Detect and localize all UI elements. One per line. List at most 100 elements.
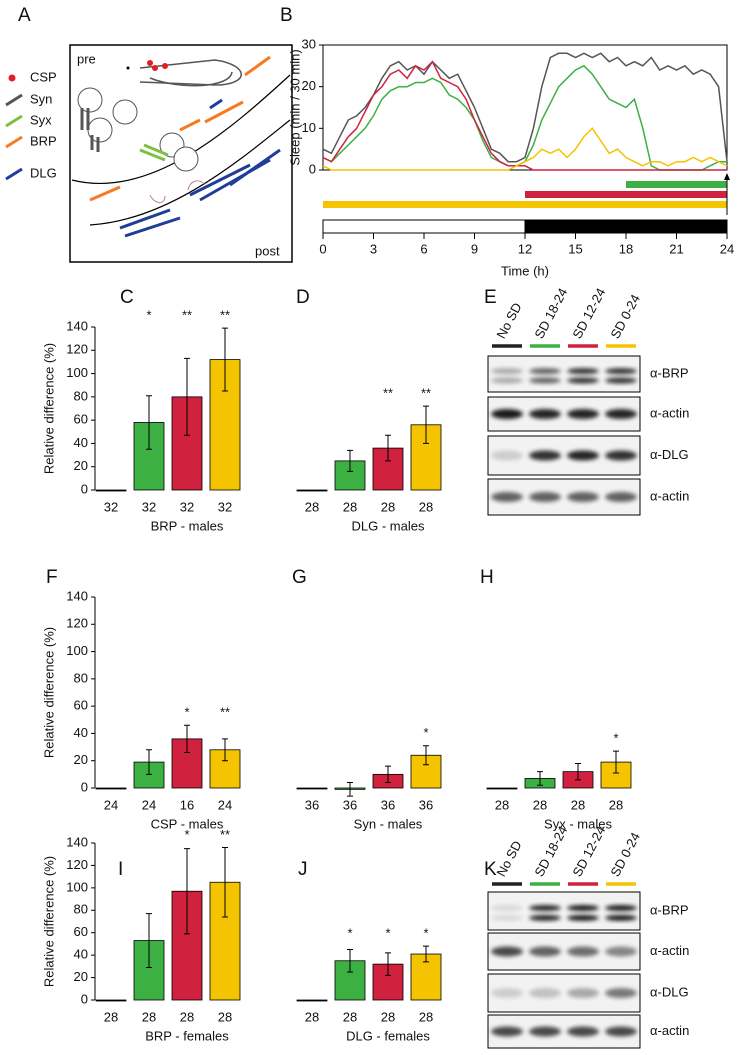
blot-band [529,914,561,921]
bar [95,489,127,492]
panel-letter: B [280,5,293,26]
blot-band [491,904,523,911]
x-tick-label: 15 [568,241,582,256]
blot-band [605,946,637,957]
blot-band [567,988,599,998]
blot-band [567,914,599,921]
dlg [119,98,281,238]
blot-band [491,1026,523,1037]
blot-band [567,409,599,419]
blot-band [567,368,599,375]
blot-strip [487,355,641,393]
bar [296,999,328,1002]
blot-band [567,946,599,957]
error-bar [347,782,353,797]
y-tick-label: 80 [74,388,88,403]
x-axis-label: Time (h) [501,263,549,278]
sample-size: 24 [142,797,156,812]
significance: * [347,926,352,941]
y-axis-label: Relative difference (%) [41,343,56,474]
y-tick-label: 60 [74,698,88,713]
y-tick-label: 0 [81,779,88,794]
membrane [89,119,291,226]
error-bar [423,745,429,766]
error-bar [385,765,391,784]
y-tick-label: 20 [302,78,316,93]
panel-letter: F [46,567,58,588]
row-label: α-actin [650,943,689,958]
y-tick-label: 120 [66,616,88,631]
sample-size: 28 [419,499,433,514]
x-axis-label: BRP - females [145,1028,229,1043]
blot-band [605,904,637,911]
row-label: α-actin [650,488,689,503]
row-label: α-BRP [650,902,689,917]
sd-period [525,191,727,198]
blot-band [605,988,637,998]
significance: * [613,731,618,746]
error-bar [423,405,429,444]
sleep-line [322,60,727,171]
x-tick-label: 6 [420,241,427,256]
blot-band [529,409,561,419]
error-bar [184,724,190,754]
vesicle [173,146,199,172]
bar [95,999,127,1002]
sample-size: 28 [305,499,319,514]
blot-band [529,368,561,375]
significance: * [423,725,428,740]
blot-band [605,492,637,502]
er [149,71,233,87]
y-axis-label: Sleep (min / 30 min) [287,49,302,165]
blot-band [529,492,561,502]
y-tick-label: 0 [81,991,88,1006]
y-tick-label: 20 [74,752,88,767]
sd-period [323,201,727,208]
y-tick-label: 20 [74,969,88,984]
light-dark-bar [322,219,526,234]
row-label: α-actin [650,1023,689,1038]
blot-band [605,1026,637,1037]
y-tick-label: 40 [74,725,88,740]
sample-size: 28 [533,797,547,812]
lane-label: No SD [493,300,524,341]
light-dark-bar [524,219,728,234]
blot-band [529,946,561,957]
end-arrowhead [724,173,730,180]
sample-size: 28 [180,1009,194,1024]
blot-band [567,450,599,461]
lane-label: SD 0-24 [607,292,643,341]
diagram-frame [69,44,293,263]
error-bar [537,771,543,786]
sample-size: 32 [104,499,118,514]
sample-size: 28 [495,797,509,812]
blot-band [529,1026,561,1037]
error-bar [222,846,228,918]
x-axis-label: Syn - males [354,816,423,831]
y-tick-label: 40 [74,947,88,962]
error-bar [146,913,152,968]
y-tick-label: 140 [66,834,88,849]
x-tick-label: 21 [669,241,683,256]
y-tick-label: 120 [66,342,88,357]
y-tick-label: 80 [74,670,88,685]
legend-marker [5,135,23,149]
sleep-line [322,64,727,171]
y-tick-label: 140 [66,588,88,603]
bar [486,787,518,790]
x-tick-label: 0 [319,241,326,256]
post-label: post [255,243,280,258]
blot-band [605,914,637,921]
sample-size: 32 [180,499,194,514]
significance: ** [421,386,431,401]
blot-band [605,450,637,461]
legend-label: Syn [30,91,52,106]
y-tick-label: 10 [302,120,316,135]
y-tick-label: 140 [66,318,88,333]
error-bar [146,749,152,775]
y-tick-label: 60 [74,924,88,939]
blot-band [605,368,637,375]
syn [80,108,100,152]
